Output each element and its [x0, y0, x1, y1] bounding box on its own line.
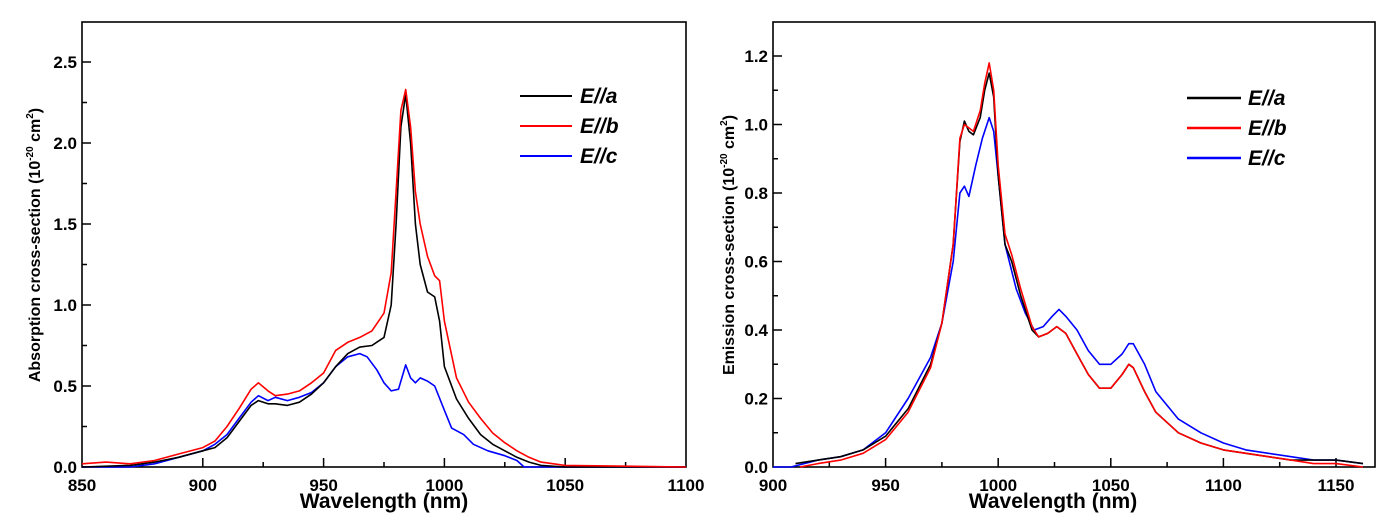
legend-label-c: E//c [1248, 147, 1286, 170]
x-tick-label: 900 [189, 476, 217, 495]
legend: E//a E//b E//c [520, 85, 619, 168]
y-tick-label: 2.5 [53, 53, 77, 72]
legend-label-b: E//b [1248, 117, 1287, 140]
legend-label-c: E//c [580, 145, 618, 168]
legend-item: E//a [1187, 87, 1286, 110]
legend-item: E//a [520, 85, 618, 108]
x-tick-label: 1100 [1205, 476, 1242, 495]
y-tick-label: 0.2 [744, 390, 768, 409]
series-line-c [773, 116, 1364, 468]
x-tick-label: 950 [309, 476, 337, 495]
series-lines [81, 88, 687, 468]
y-ticks: 0.0 0.5 1.0 1.5 2.0 2.5 [53, 53, 91, 477]
emission-chart: 900 950 1000 1050 1100 1150 0.0 0.2 0.4 0.6 0.8 1.… [719, 21, 1376, 513]
legend-item: E//c [1187, 147, 1286, 170]
y-axis-title: Emission cross-section (10-20 cm2) [719, 115, 738, 375]
x-ticks: 900 950 1000 1050 1100 1150 [759, 458, 1355, 495]
series-line-a [81, 93, 686, 468]
y-tick-label: 1.5 [53, 215, 77, 234]
y-tick-label: 0.6 [744, 253, 768, 272]
x-tick-label: 1100 [668, 476, 705, 495]
series-line-c [82, 352, 686, 468]
x-tick-label: 1050 [546, 476, 584, 495]
legend: E//a E//b E//c [1187, 87, 1287, 170]
absorption-chart: 850 900 950 1000 1050 1100 0.0 0.5 1.0 1.5 2.0 2.5… [25, 21, 705, 513]
series-line-b [799, 62, 1364, 468]
y-ticks: 0.0 0.2 0.4 0.6 0.8 1.0 1.2 [744, 47, 782, 477]
y-tick-label: 1.0 [53, 296, 77, 315]
x-tick-label: 1050 [1092, 476, 1130, 495]
y-tick-label: 0.0 [744, 458, 768, 477]
x-ticks: 850 900 950 1000 1050 1100 [68, 458, 705, 495]
legend-item: E//c [520, 145, 618, 168]
x-tick-label: 1150 [1318, 476, 1355, 495]
legend-item: E//b [1187, 117, 1287, 140]
series-line-b [81, 88, 687, 468]
x-tick-label: 1000 [979, 476, 1017, 495]
x-tick-label: 1000 [425, 476, 463, 495]
y-tick-label: 0.4 [744, 321, 768, 340]
series-lines [773, 62, 1364, 468]
x-tick-label: 950 [871, 476, 899, 495]
y-tick-label: 2.0 [53, 134, 77, 153]
legend-label-a: E//a [580, 85, 618, 108]
y-tick-label: 0.5 [53, 377, 77, 396]
y-axis-title: Absorption cross-section (10-20 cm2) [25, 108, 44, 382]
legend-label-a: E//a [1248, 87, 1286, 110]
y-tick-label: 1.2 [744, 47, 768, 66]
legend-item: E//b [520, 115, 619, 138]
y-tick-label: 1.0 [744, 116, 768, 135]
y-tick-label: 0.8 [744, 184, 768, 203]
x-axis-title: Wavelength (nm) [300, 490, 468, 513]
y-tick-label: 0.0 [53, 458, 77, 477]
plot-frame [772, 21, 1376, 468]
x-tick-label: 900 [759, 476, 787, 495]
x-axis-title: Wavelength (nm) [969, 490, 1137, 513]
x-tick-label: 850 [68, 476, 96, 495]
legend-label-b: E//b [580, 115, 619, 138]
